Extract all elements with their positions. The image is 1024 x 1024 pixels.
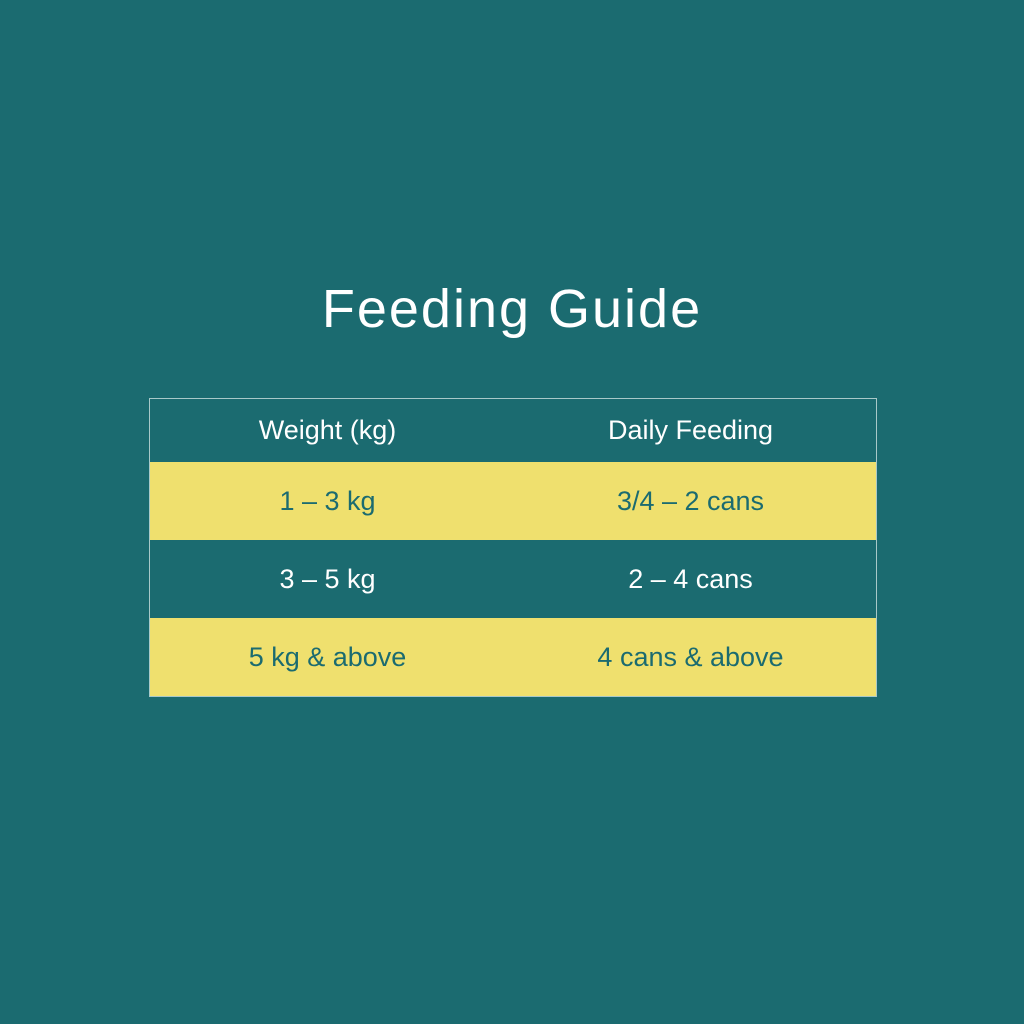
- weight-cell: 5 kg & above: [248, 641, 407, 672]
- table-row: 5 kg & above 4 cans & above: [150, 618, 876, 696]
- page-title: Feeding Guide: [321, 279, 703, 339]
- header-weight: Weight (kg): [258, 415, 397, 445]
- table-row: 3 – 5 kg 2 – 4 cans: [150, 540, 876, 618]
- table-header-row: Weight (kg) Daily Feeding: [150, 399, 876, 462]
- table-row: 1 – 3 kg 3/4 – 2 cans: [150, 462, 876, 540]
- weight-cell: 1 – 3 kg: [279, 485, 376, 516]
- feeding-cell: 4 cans & above: [597, 641, 784, 672]
- feeding-table: Weight (kg) Daily Feeding 1 – 3 kg 3/4 –…: [149, 398, 877, 697]
- feeding-cell: 2 – 4 cans: [628, 563, 753, 594]
- header-daily-feeding: Daily Feeding: [607, 415, 774, 445]
- weight-cell: 3 – 5 kg: [279, 563, 376, 594]
- feeding-cell: 3/4 – 2 cans: [616, 485, 765, 516]
